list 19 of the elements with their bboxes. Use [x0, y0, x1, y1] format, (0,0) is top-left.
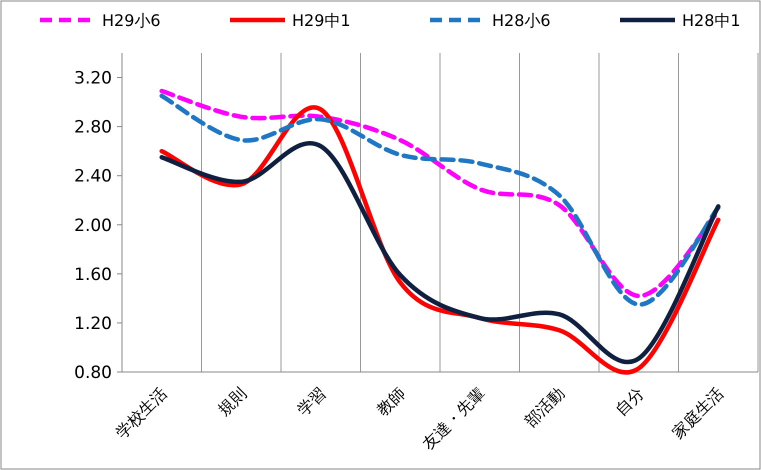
x-tick-label: 自分 — [612, 383, 648, 420]
legend-label: H29中1 — [292, 11, 351, 30]
x-tick-label: 友達・先輩 — [418, 383, 489, 454]
x-tick-label: 教師 — [373, 383, 410, 420]
x-tick-label: 規則 — [214, 383, 250, 420]
y-tick-label: 1.60 — [74, 264, 112, 285]
legend-label: H28中1 — [682, 11, 741, 30]
y-tick-label: 2.00 — [74, 216, 112, 236]
x-tick-label: 学習 — [294, 383, 330, 420]
y-tick-label: 0.80 — [74, 363, 112, 383]
x-tick-label: 部活動 — [520, 383, 568, 431]
legend-label: H28小6 — [492, 11, 551, 30]
y-tick-label: 2.80 — [74, 118, 112, 138]
y-tick-label: 2.40 — [74, 166, 112, 187]
y-tick-label: 3.20 — [74, 68, 112, 89]
x-tick-label: 学校生活 — [112, 383, 171, 442]
x-tick-label: 家庭生活 — [668, 383, 728, 442]
legend-label: H29小6 — [102, 11, 161, 30]
y-tick-label: 1.20 — [74, 314, 112, 334]
